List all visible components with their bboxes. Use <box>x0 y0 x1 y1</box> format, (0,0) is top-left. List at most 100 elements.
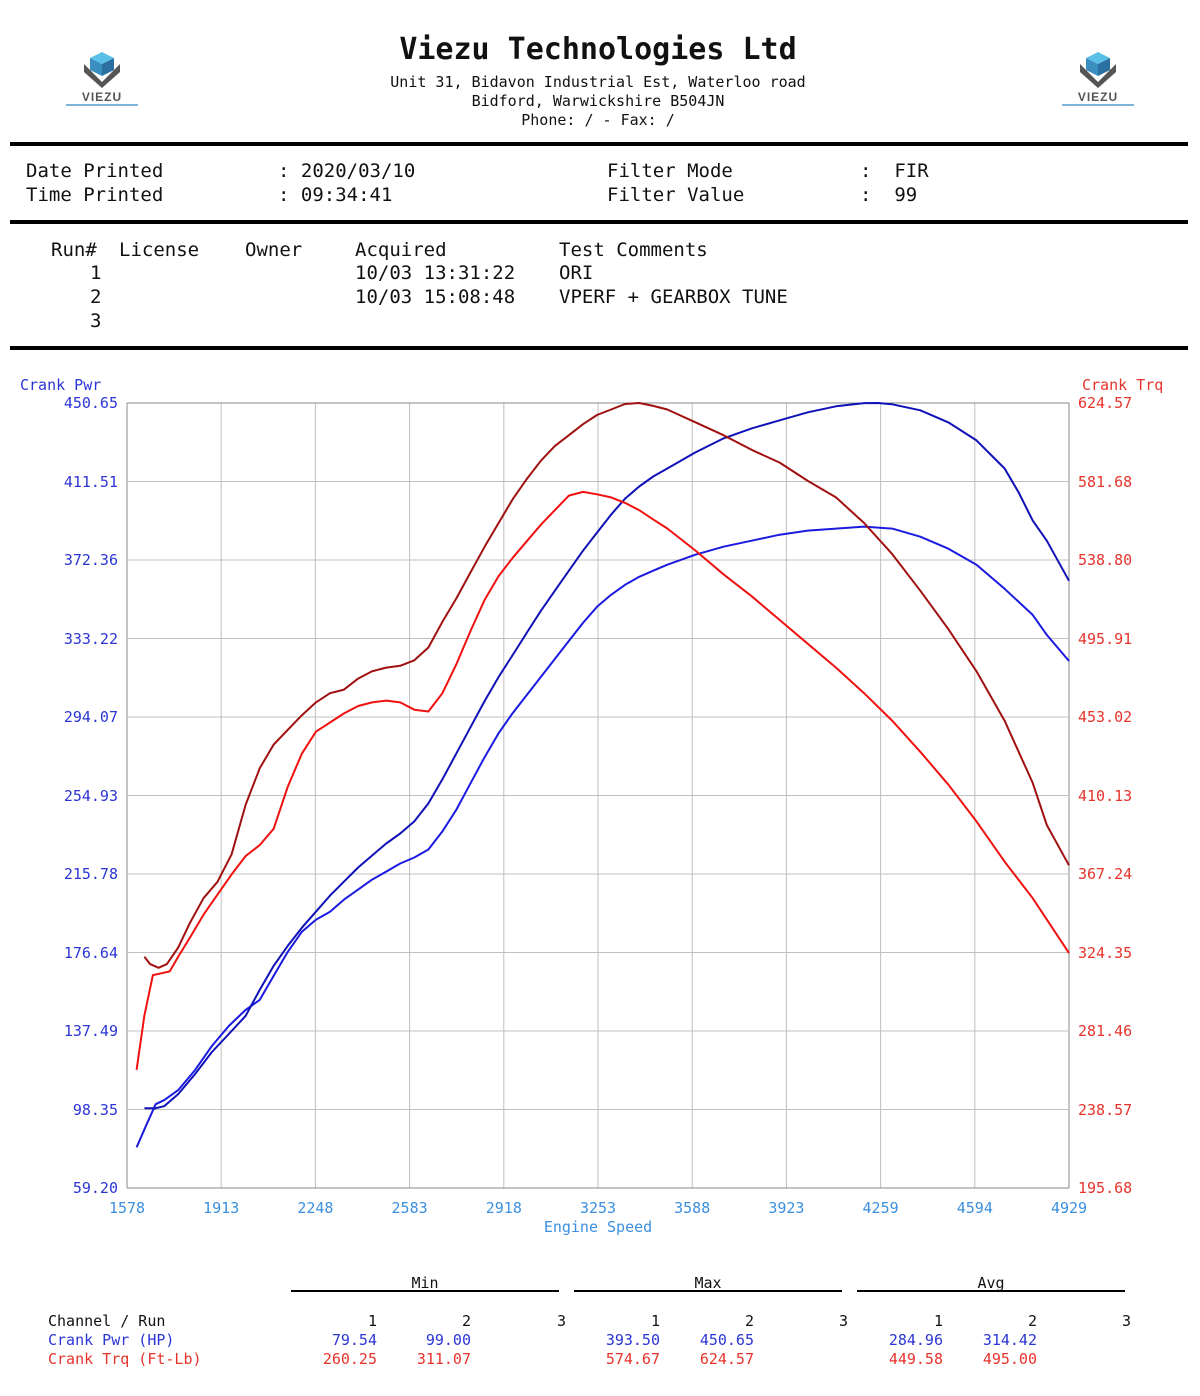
run-number: 1 <box>90 262 102 284</box>
stats-run-number: 3 <box>556 1312 566 1330</box>
stats-value: 393.50 <box>605 1331 660 1349</box>
runs-header-acquired: Acquired <box>355 239 447 261</box>
series-line-3 <box>135 490 1070 1070</box>
x-tick-label: 2248 <box>297 1199 334 1217</box>
y-left-tick-label: 137.49 <box>63 1022 118 1040</box>
x-tick-label: 4929 <box>1050 1199 1088 1217</box>
y-right-tick-label: 238.57 <box>1078 1100 1133 1119</box>
logo-cube-icon <box>1080 52 1116 88</box>
stats-group-rule <box>857 1290 1125 1292</box>
stats-channel-header: Channel / Run <box>48 1312 166 1330</box>
logo-text: VIEZU <box>1077 90 1119 104</box>
y-right-tick-label: 495.91 <box>1078 629 1133 648</box>
y-left-tick-label: 176.64 <box>63 943 118 962</box>
filter-value-value: : 99 <box>860 184 918 206</box>
y-right-tick-label: 195.68 <box>1078 1179 1133 1197</box>
stats-run-number: 2 <box>744 1312 754 1330</box>
stats-value: 450.65 <box>699 1331 754 1349</box>
x-tick-label: 2583 <box>391 1199 428 1217</box>
x-tick-label: 4259 <box>862 1199 899 1217</box>
run-number: 2 <box>90 286 102 308</box>
y-left-tick-label: 215.78 <box>63 865 118 883</box>
logo-cube-icon <box>84 52 120 88</box>
x-axis-title: Engine Speed <box>543 1218 653 1236</box>
stats-value: 311.07 <box>416 1350 471 1368</box>
stats-group-rule <box>291 1290 559 1292</box>
stats-group-label: Min <box>411 1274 439 1292</box>
series-line-1 <box>135 525 1070 1148</box>
y-right-tick-label: 581.68 <box>1078 472 1133 491</box>
stats-run-number: 2 <box>1027 1312 1037 1330</box>
y-right-tick-label: 538.80 <box>1078 551 1133 569</box>
y-right-tick-label: 367.24 <box>1078 865 1133 883</box>
x-tick-label: 3253 <box>579 1199 617 1217</box>
stats-group-rule <box>574 1290 842 1292</box>
y-left-axis-title: Crank Pwr <box>20 376 102 394</box>
x-tick-label: 2918 <box>485 1199 522 1217</box>
x-tick-label: 1578 <box>108 1199 146 1217</box>
stats-value: 495.00 <box>982 1350 1037 1368</box>
y-right-axis-title: Crank Trq <box>1082 376 1164 394</box>
stats-value: 624.57 <box>699 1350 754 1368</box>
logo-text: VIEZU <box>81 90 123 104</box>
address-line-1: Unit 31, Bidavon Industrial Est, Waterlo… <box>390 73 806 91</box>
y-right-tick-label: 624.57 <box>1078 394 1133 412</box>
chart-grid <box>126 402 1070 1189</box>
stats-group-label: Max <box>694 1274 722 1292</box>
x-tick-label: 3588 <box>674 1199 711 1217</box>
stats-run-number: 3 <box>1121 1312 1131 1330</box>
x-tick-label: 3923 <box>768 1199 805 1217</box>
y-right-tick-label: 324.35 <box>1078 943 1133 962</box>
run-number: 3 <box>90 310 102 332</box>
y-left-tick-label: 411.51 <box>63 472 118 491</box>
divider <box>10 346 1188 350</box>
stats-value: 284.96 <box>888 1331 943 1349</box>
run-acquired: 10/03 13:31:22 <box>355 262 516 284</box>
x-tick-label: 4594 <box>956 1199 993 1217</box>
phone-line: Phone: / - Fax: / <box>521 111 675 129</box>
y-left-tick-label: 98.35 <box>72 1100 118 1119</box>
stats-run-number: 1 <box>650 1312 660 1330</box>
runs-header-comments: Test Comments <box>559 239 708 261</box>
viezu-logo-left: VIEZU <box>62 50 142 114</box>
stats-value: 79.54 <box>331 1331 377 1349</box>
divider <box>10 142 1188 146</box>
stats-run-number: 1 <box>367 1312 377 1330</box>
runs-header-run: Run# <box>51 239 97 261</box>
filter-mode-label: Filter Mode <box>607 160 733 182</box>
stats-run-number: 1 <box>933 1312 943 1330</box>
company-name: Viezu Technologies Ltd <box>399 32 797 67</box>
run-comment: ORI <box>559 262 594 284</box>
y-right-tick-label: 281.46 <box>1078 1022 1133 1040</box>
address-line-2: Bidford, Warwickshire B504JN <box>471 92 725 110</box>
runs-header-license: License <box>119 239 200 261</box>
series-line-2 <box>144 402 1070 1110</box>
stats-group-label: Avg <box>977 1274 1005 1292</box>
time-printed-label: Time Printed <box>26 184 164 206</box>
time-printed-value: : 09:34:41 <box>278 184 393 206</box>
stats-value: 260.25 <box>322 1350 377 1368</box>
chart-series <box>135 402 1070 1148</box>
y-right-tick-label: 453.02 <box>1078 708 1133 726</box>
stats-value: 574.67 <box>605 1350 660 1368</box>
filter-mode-value: : FIR <box>860 160 929 182</box>
y-right-tick-label: 410.13 <box>1078 786 1133 805</box>
stats-run-number: 2 <box>461 1312 471 1330</box>
y-left-tick-label: 372.36 <box>63 551 118 569</box>
run-acquired: 10/03 15:08:48 <box>355 286 516 308</box>
divider <box>10 220 1188 224</box>
runs-header-owner: Owner <box>245 239 303 261</box>
run-comment: VPERF + GEARBOX TUNE <box>559 286 788 308</box>
stats-channel-name: Crank Pwr (HP) <box>48 1331 175 1349</box>
stats-value: 314.42 <box>982 1331 1037 1349</box>
stats-channel-name: Crank Trq (Ft-Lb) <box>48 1350 202 1368</box>
date-printed-value: : 2020/03/10 <box>278 160 416 182</box>
filter-value-label: Filter Value <box>607 184 745 206</box>
stats-value: 449.58 <box>888 1350 943 1368</box>
y-left-tick-label: 294.07 <box>63 708 118 726</box>
y-left-tick-label: 254.93 <box>63 786 118 805</box>
y-left-tick-label: 59.20 <box>72 1179 118 1197</box>
y-left-tick-label: 333.22 <box>63 629 118 648</box>
x-tick-label: 1913 <box>203 1199 240 1217</box>
